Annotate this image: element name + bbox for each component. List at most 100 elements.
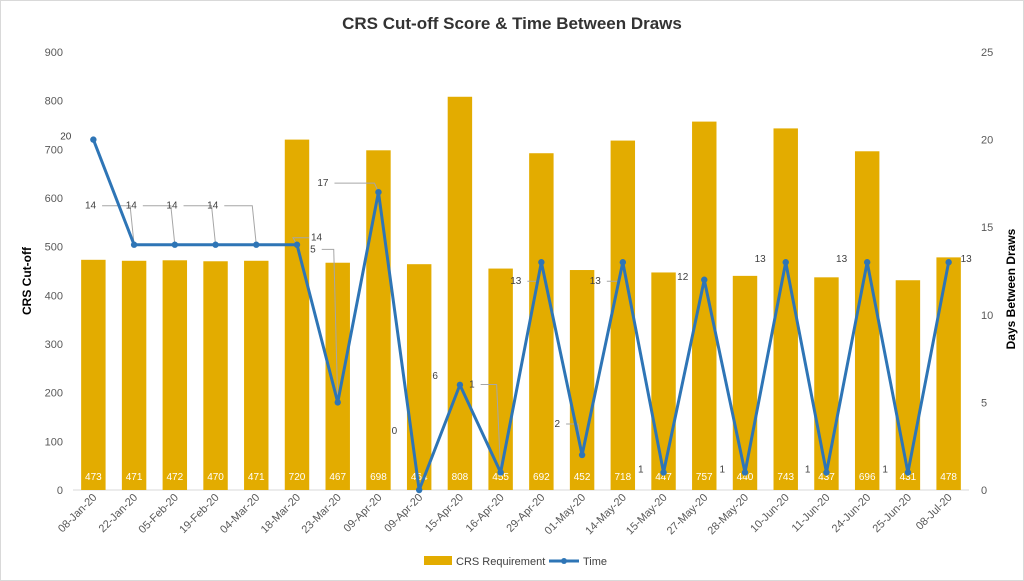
time-data-label: 0 xyxy=(392,426,398,437)
time-data-label: 14 xyxy=(85,201,97,212)
time-point xyxy=(334,399,341,406)
bar-data-label: 447 xyxy=(655,472,672,483)
x-tick-label: 04-Mar-20 xyxy=(218,492,262,536)
time-point xyxy=(375,188,382,196)
bar-data-label: 471 xyxy=(126,472,143,483)
y-tick-label: 900 xyxy=(45,47,63,59)
bar-data-label: 431 xyxy=(900,472,917,483)
time-label-leader xyxy=(102,205,135,245)
chart-title: CRS Cut-off Score & Time Between Draws xyxy=(342,14,682,33)
x-tick-label: 23-Mar-20 xyxy=(299,492,343,536)
time-data-label: 14 xyxy=(207,201,219,212)
bar-data-label: 478 xyxy=(940,472,957,483)
time-series-line xyxy=(91,139,951,492)
bar-data-label: 757 xyxy=(696,472,713,483)
y-axis-title: CRS Cut-off xyxy=(20,246,34,315)
time-point xyxy=(415,486,423,494)
bar xyxy=(406,264,432,490)
x-tick-label: 15-May-20 xyxy=(624,492,670,538)
time-data-label: 17 xyxy=(317,178,329,189)
y2-axis-title: Days Between Draws xyxy=(1004,228,1018,349)
bar xyxy=(284,139,310,490)
time-label-leader xyxy=(334,182,379,193)
x-tick-label: 25-Jun-20 xyxy=(871,492,915,536)
x-tick-label: 01-May-20 xyxy=(543,492,589,538)
x-tick-label: 24-Jun-20 xyxy=(830,492,874,536)
legend: CRS Requirement Time xyxy=(424,556,607,568)
x-tick-label: 09-Apr-20 xyxy=(341,492,384,535)
bar-data-label: 455 xyxy=(492,472,509,483)
y2-tick-label: 10 xyxy=(981,310,993,322)
bar-data-label: 471 xyxy=(248,472,265,483)
y2-tick-label: 20 xyxy=(981,135,993,147)
time-point xyxy=(90,136,97,143)
time-point xyxy=(253,241,260,248)
bar xyxy=(854,151,880,490)
time-point xyxy=(701,276,708,283)
bar xyxy=(162,260,188,490)
bar-data-label: 440 xyxy=(737,472,754,483)
time-data-label: 13 xyxy=(590,276,602,287)
bar-data-label: 718 xyxy=(614,472,631,483)
time-data-label: 14 xyxy=(126,201,138,212)
bar-data-label: 720 xyxy=(289,472,306,483)
legend-marker-time xyxy=(561,558,567,564)
time-data-label: 20 xyxy=(60,132,72,143)
bar xyxy=(447,96,473,491)
bar xyxy=(692,121,717,491)
legend-swatch-crs xyxy=(424,556,452,565)
x-tick-label: 14-May-20 xyxy=(583,492,629,538)
bar-data-label: 467 xyxy=(329,472,346,483)
time-point xyxy=(578,451,586,459)
x-tick-label: 19-Feb-20 xyxy=(177,492,221,536)
bar xyxy=(529,153,554,490)
time-label-leader xyxy=(142,205,176,245)
time-point xyxy=(538,259,545,266)
legend-label-time: Time xyxy=(583,556,607,568)
time-data-label: 1 xyxy=(638,464,644,475)
time-label-leader xyxy=(321,248,339,403)
time-point xyxy=(456,381,464,389)
x-tick-label: 08-Jul-20 xyxy=(914,492,955,533)
time-point xyxy=(904,469,912,476)
time-data-label: 5 xyxy=(310,244,316,255)
time-label-leader xyxy=(224,205,257,245)
time-data-label: 13 xyxy=(836,254,848,265)
time-data-label: 14 xyxy=(166,201,178,212)
time-label-leader xyxy=(480,383,502,473)
legend-label-crs: CRS Requirement xyxy=(456,556,545,568)
bar-data-label: 472 xyxy=(166,472,183,483)
y2-tick-label: 0 xyxy=(981,485,987,497)
y-tick-label: 0 xyxy=(57,485,63,497)
time-point xyxy=(171,241,179,248)
time-data-label: 1 xyxy=(882,464,888,475)
x-tick-label: 27-May-20 xyxy=(665,492,711,538)
y-tick-label: 200 xyxy=(45,388,63,400)
x-tick-label: 28-May-20 xyxy=(705,492,751,538)
bar xyxy=(121,260,147,490)
time-point xyxy=(945,259,952,266)
bar-data-label: 808 xyxy=(452,472,469,483)
x-tick-label: 29-Apr-20 xyxy=(504,492,547,535)
time-point xyxy=(497,469,504,476)
bar xyxy=(814,277,839,490)
x-tick-label: 16-Apr-20 xyxy=(464,492,507,535)
bar-data-label: 743 xyxy=(777,472,794,483)
time-data-label: 13 xyxy=(961,254,973,265)
bar xyxy=(325,262,350,490)
y2-tick-label: 25 xyxy=(981,47,993,59)
bar-data-label: 464 xyxy=(411,472,428,483)
time-label-leader xyxy=(183,205,217,245)
bar xyxy=(203,261,228,490)
x-tick-label: 22-Jan-20 xyxy=(97,492,141,536)
bar xyxy=(610,140,636,490)
time-point xyxy=(741,469,749,476)
bar xyxy=(244,260,269,490)
time-point xyxy=(619,259,627,266)
x-tick-label: 08-Jan-20 xyxy=(56,492,100,536)
y-tick-label: 700 xyxy=(45,144,63,156)
bar-data-label: 437 xyxy=(818,472,835,483)
time-point xyxy=(293,241,301,248)
